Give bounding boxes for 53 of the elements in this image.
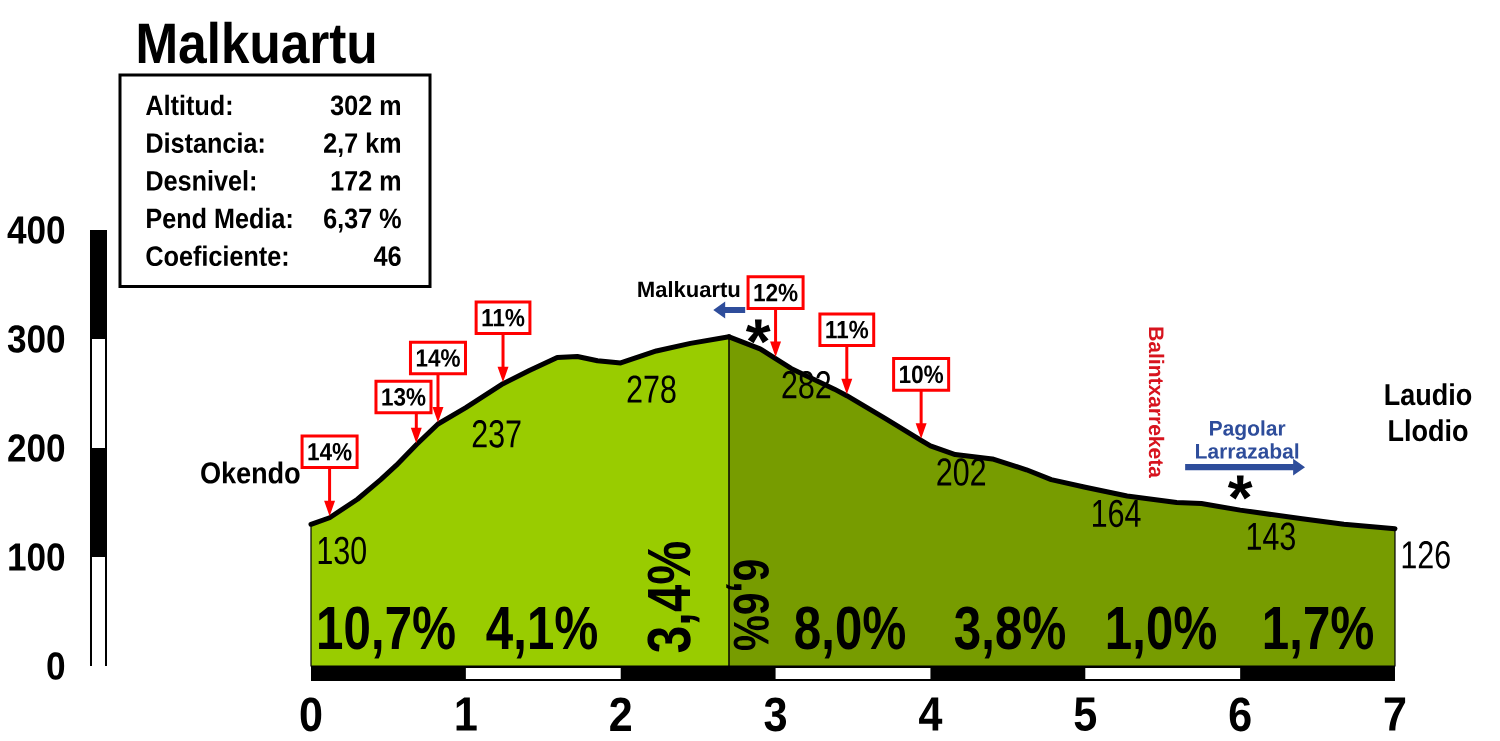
- annotation: 1,7%: [1264, 606, 1374, 659]
- chart-title: Malkuartu: [138, 21, 375, 64]
- annotation: 1,0%: [1107, 606, 1217, 659]
- x-tick-label: 0: [300, 697, 322, 732]
- y-tick-label: 400: [7, 216, 65, 244]
- text: Distancia:: [147, 132, 264, 153]
- data-label: 278: [627, 375, 676, 403]
- y-tick-label: 0: [47, 652, 65, 680]
- annotation: Laudio Llodio: [1385, 383, 1472, 442]
- annotation: 12%: [754, 283, 798, 302]
- y-tick-label: 200: [8, 434, 65, 462]
- x-tick-label: 6: [1229, 697, 1251, 732]
- annotation: *: [745, 319, 771, 344]
- annotation: Malkuartu: [638, 281, 740, 298]
- data-label: 237: [472, 420, 521, 448]
- annotation: 14%: [416, 349, 460, 367]
- x-tick-label: 1: [456, 697, 477, 731]
- annotation: 6,6%: [726, 560, 769, 651]
- annotation: 46: [373, 246, 401, 267]
- data-label: 126: [1402, 541, 1450, 569]
- text: 2,7 km: [324, 132, 401, 158]
- text: 302 m: [330, 95, 401, 116]
- data-label: 143: [1247, 522, 1295, 551]
- text: Desnivel:: [147, 170, 256, 191]
- text: 172 m: [331, 170, 401, 191]
- annotation: Balintxarreketa: [1148, 327, 1165, 479]
- x-tick-label: 5: [1074, 697, 1097, 731]
- data-label: 202: [937, 458, 986, 486]
- text: Coeficiente:: [146, 245, 288, 267]
- x-tick-label: 2: [610, 697, 631, 731]
- y-tick-label: 100: [9, 543, 65, 571]
- annotation: 10,7%: [319, 606, 455, 659]
- annotation: 10%: [900, 365, 944, 384]
- data-label: 164: [1092, 499, 1141, 528]
- annotation: 13%: [382, 388, 426, 406]
- annotation: 4,1%: [486, 606, 597, 659]
- annotation: 3,8%: [954, 606, 1066, 659]
- annotation: 11%: [826, 320, 869, 339]
- annotation: 11%: [482, 308, 525, 327]
- annotation: 8,0%: [795, 606, 905, 659]
- y-tick-label: 300: [7, 325, 65, 353]
- data-label: 130: [318, 536, 366, 565]
- annotation: Okendo: [201, 461, 300, 484]
- annotation: 3,4%: [647, 542, 700, 653]
- text: Pend Media:: [147, 207, 292, 229]
- x-tick-label: 3: [764, 697, 787, 732]
- annotation: 6,37 %: [324, 208, 401, 233]
- x-tick-label: 4: [919, 697, 943, 731]
- annotation: *: [1227, 475, 1253, 500]
- annotation: 14%: [308, 442, 352, 461]
- x-tick-label: 7: [1384, 697, 1406, 731]
- annotation: Pagolar Larrazabal: [1196, 420, 1299, 459]
- text: Altitud:: [146, 94, 232, 116]
